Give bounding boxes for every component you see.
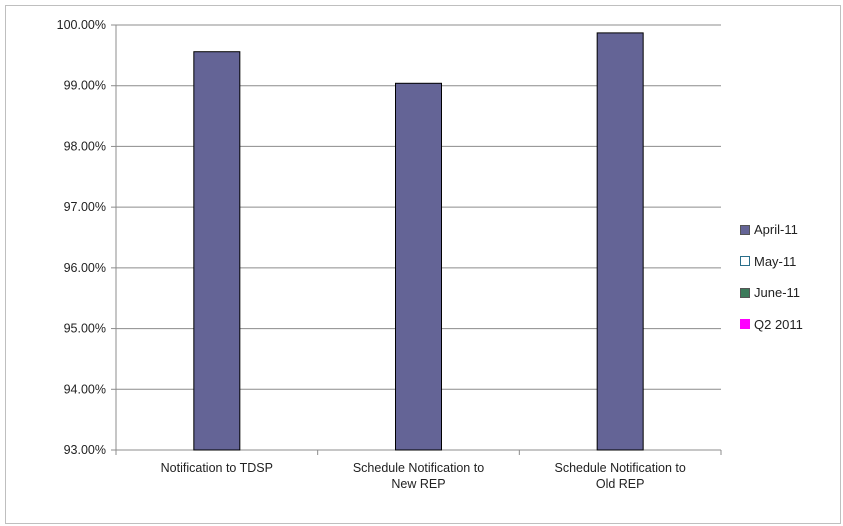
- bar-chart: 93.00% 94.00% 95.00% 96.00% 97.00% 98.00% 99.0…: [57, 18, 722, 491]
- legend-item-april: April-11: [740, 222, 803, 237]
- y-tick-label: 98.00%: [64, 139, 106, 153]
- legend-swatch-may: [740, 256, 750, 266]
- x-tick-label: Notification to TDSP: [161, 461, 273, 475]
- legend-swatch-april: [740, 224, 750, 235]
- legend-label-q2: Q2 2011: [754, 316, 803, 332]
- x-tick-label: New REP: [391, 477, 445, 491]
- y-tick-label: 100.00%: [57, 18, 106, 32]
- legend-item-june: June-11: [740, 285, 803, 300]
- legend-label-may: May-11: [754, 253, 797, 269]
- y-tick-label: 96.00%: [64, 261, 106, 275]
- legend-label-april: April-11: [754, 222, 798, 237]
- legend: April-11 May-11 June-11 Q2 2011: [740, 222, 803, 348]
- x-tick-label: Schedule Notification to: [554, 461, 685, 475]
- x-tick-label: Old REP: [596, 477, 645, 491]
- y-tick-label: 94.00%: [64, 382, 106, 396]
- legend-swatch-june: [740, 287, 750, 298]
- y-tick-label: 95.00%: [64, 322, 106, 336]
- legend-item-q2: Q2 2011: [740, 317, 803, 332]
- legend-label-june: June-11: [754, 285, 801, 300]
- legend-item-may: May-11: [740, 254, 803, 269]
- legend-swatch-q2: [740, 319, 750, 329]
- y-tick-label: 99.00%: [64, 79, 106, 93]
- y-tick-label: 97.00%: [64, 200, 106, 214]
- bar: [193, 51, 241, 451]
- x-tick-label: Schedule Notification to: [353, 461, 484, 475]
- bar: [596, 32, 644, 451]
- y-tick-label: 93.00%: [64, 443, 106, 457]
- bar: [395, 82, 442, 451]
- chart-frame: 93.00% 94.00% 95.00% 96.00% 97.00% 98.00% 99.0…: [5, 5, 841, 524]
